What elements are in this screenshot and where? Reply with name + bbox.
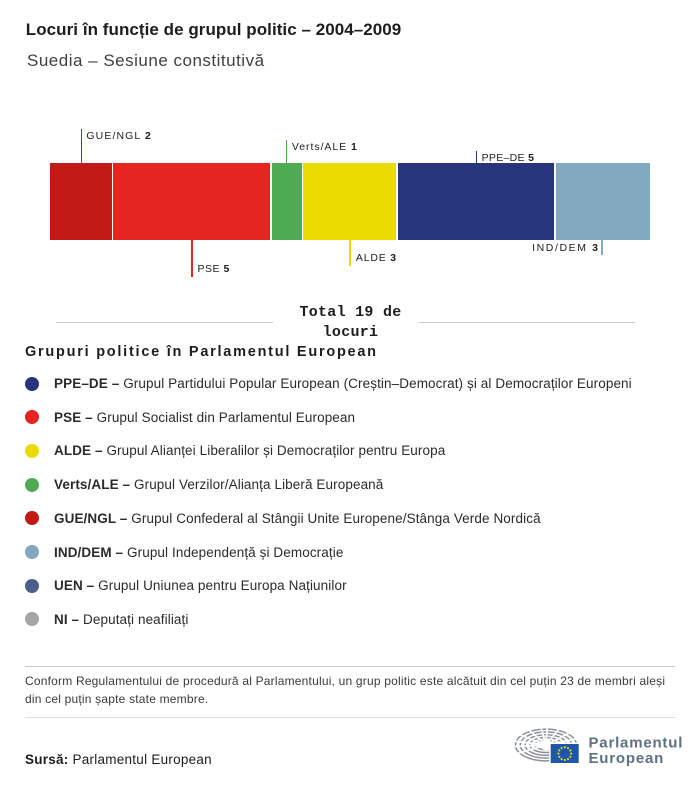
svg-text:European: European: [589, 750, 665, 767]
svg-text:Parlamentul: Parlamentul: [589, 735, 684, 752]
